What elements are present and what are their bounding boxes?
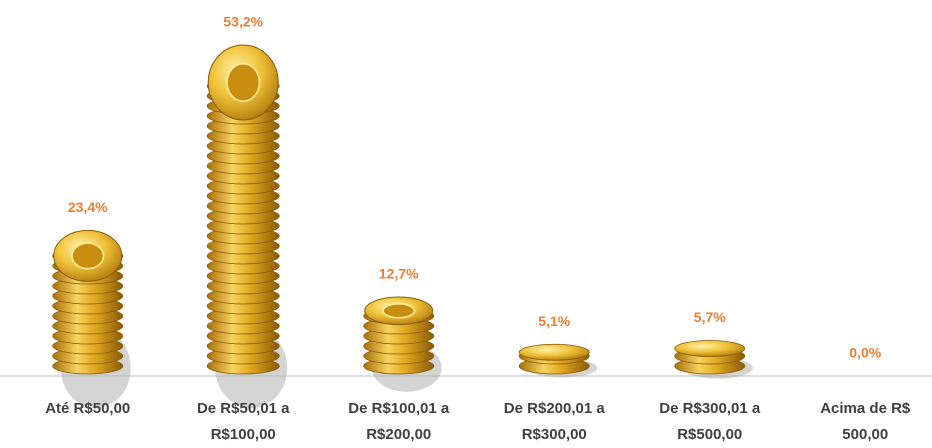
value-label: 53,2%	[223, 14, 263, 30]
coin-top	[674, 340, 746, 357]
category-label: De R$50,01 a R$100,00	[196, 400, 290, 443]
coin-stack	[52, 229, 131, 408]
value-label: 5,7%	[694, 309, 726, 325]
category-label: De R$200,01 a R$300,00	[503, 400, 605, 443]
coin-center	[382, 303, 416, 319]
category-label: De R$300,01 a R$500,00	[659, 400, 761, 443]
category-label: De R$100,01 a R$200,00	[348, 400, 450, 443]
coin-stack	[674, 340, 753, 379]
coin-stack	[518, 343, 598, 378]
coin-center	[71, 242, 105, 270]
coin-stack	[363, 296, 442, 392]
coin-center	[226, 63, 261, 102]
category-label: Até R$50,00	[45, 400, 131, 417]
value-label: 0,0%	[849, 345, 881, 361]
value-label: 5,1%	[538, 313, 570, 329]
category-label: Acima de R$ 500,00	[820, 400, 911, 443]
value-label: 12,7%	[379, 266, 419, 282]
coin-stack	[206, 44, 288, 408]
coin-top	[518, 343, 590, 361]
value-label: 23,4%	[68, 199, 108, 215]
